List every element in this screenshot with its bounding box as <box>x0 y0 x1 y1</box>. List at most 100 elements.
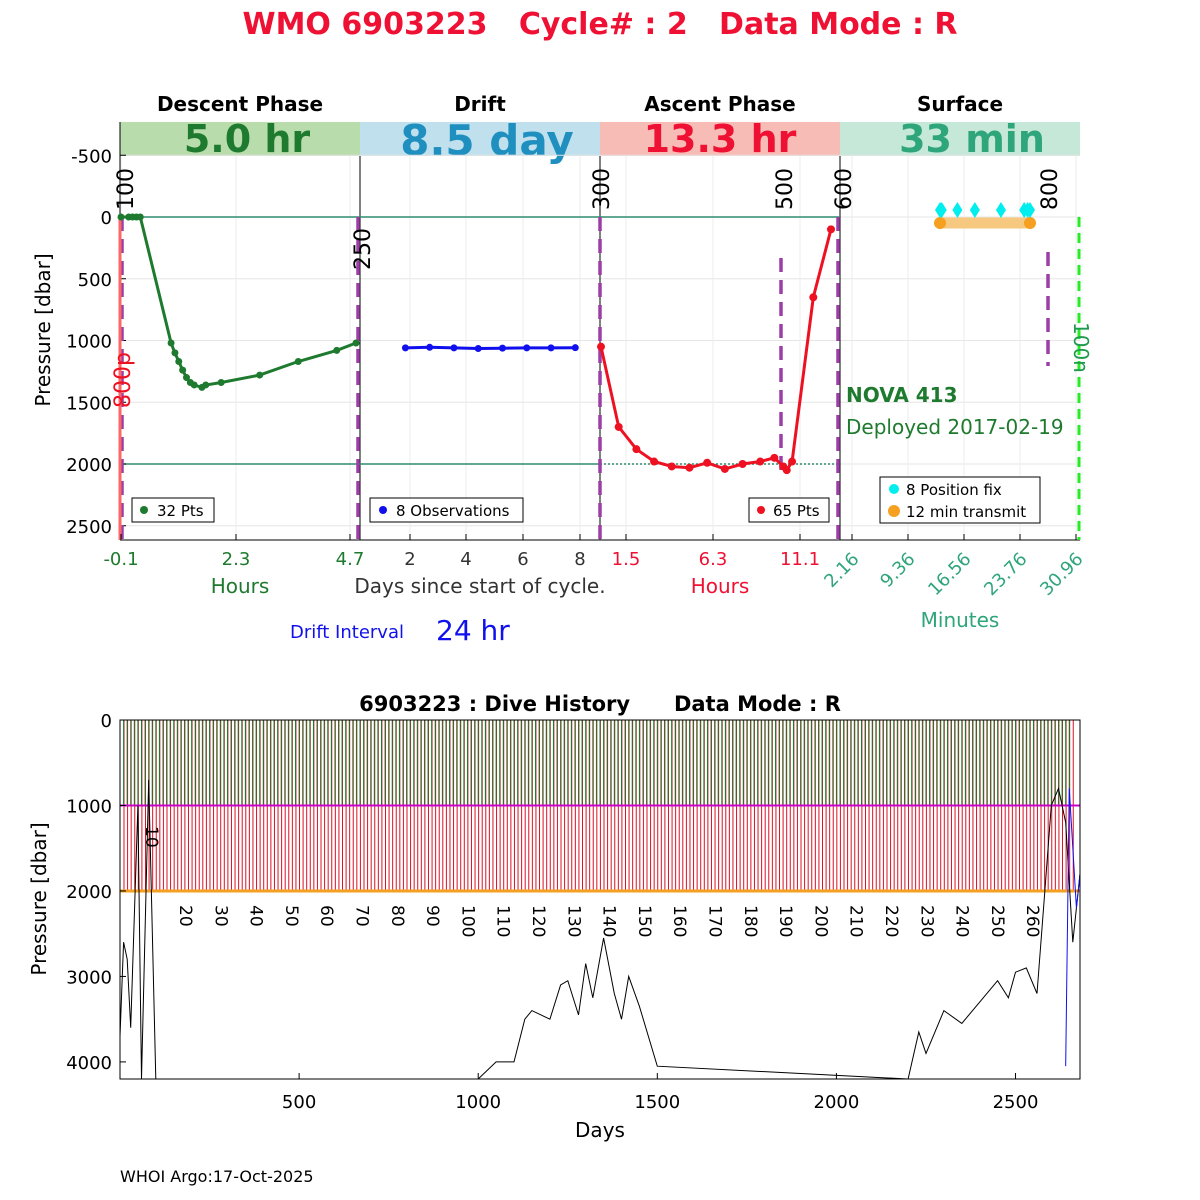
descent-plot <box>117 213 360 391</box>
cycle-label: 210 <box>846 905 866 937</box>
ascent-point <box>782 466 791 475</box>
history-ytick-label: 0 <box>101 711 112 732</box>
history-xtick-label: 2500 <box>993 1092 1039 1113</box>
descent-point <box>117 213 125 221</box>
cycle-label: 30 <box>210 905 230 927</box>
descent-point <box>171 349 179 357</box>
drift-point <box>498 344 506 352</box>
descent-point <box>136 213 144 221</box>
xtick-label: 8 <box>574 549 585 570</box>
transmit-point <box>934 217 946 229</box>
legend-drift-marker <box>379 506 387 514</box>
legend-descent-text: 32 Pts <box>157 502 204 520</box>
descent-xlabel: Hours <box>211 574 270 598</box>
surface-xlabel: Minutes <box>921 608 1000 632</box>
drift-point <box>426 343 434 351</box>
phase-surface-name: Surface <box>917 92 1003 116</box>
ascent-point <box>703 458 712 467</box>
drift-point <box>450 344 458 352</box>
descent-point <box>202 381 210 389</box>
history-ylabel: Pressure [dbar] <box>27 822 51 975</box>
marker-label-800: 800 <box>1038 168 1063 210</box>
position-fix-point <box>936 202 947 218</box>
float-name: NOVA 413 <box>846 383 958 407</box>
legend-ascent-text: 65 Pts <box>773 502 820 520</box>
history-ytick-label: 4000 <box>66 1053 112 1074</box>
marker-label-250: 250 <box>351 228 376 270</box>
cycle-label: 230 <box>916 905 936 937</box>
cycle-label: 120 <box>528 905 548 937</box>
xtick-label: 30.96 <box>1036 549 1087 600</box>
legend-transmit-marker <box>888 505 900 517</box>
history-frame <box>119 719 1081 1080</box>
phase-surface-duration: 33 min <box>899 117 1045 161</box>
xtick-label: 4.7 <box>336 549 365 570</box>
ascent-point <box>770 453 779 462</box>
ascent-point <box>720 464 729 473</box>
cycle-label: 130 <box>563 905 583 937</box>
ascent-point <box>827 225 835 234</box>
cycle-label: 160 <box>669 905 689 937</box>
descent-point <box>217 378 225 386</box>
phase-descent-name: Descent Phase <box>157 92 323 116</box>
phase-ascent-band <box>600 122 840 156</box>
descent-point <box>352 339 360 347</box>
descent-point <box>333 346 341 354</box>
drift-point <box>401 344 409 352</box>
phase-ascent-name: Ascent Phase <box>644 92 795 116</box>
ytick-label: 2500 <box>66 517 112 538</box>
phase-descent-duration: 5.0 hr <box>184 117 311 161</box>
cycle-label: 240 <box>952 905 972 937</box>
phase-drift-band <box>360 122 600 156</box>
side-label-100n: 100n <box>1069 322 1093 373</box>
ascent-point <box>738 460 747 468</box>
phase-drift-duration: 8.5 day <box>400 116 574 165</box>
ytick-label: 1500 <box>66 393 112 414</box>
cycle-label: 10 <box>141 826 161 848</box>
ytick-label: 500 <box>78 270 112 291</box>
cycle-label: 90 <box>422 905 442 927</box>
ytick-label: -500 <box>71 146 112 167</box>
cycle-label: 100 <box>457 905 477 937</box>
legend-ascent: 65 Pts <box>748 497 830 523</box>
history-xtick-label: 1000 <box>455 1092 501 1113</box>
cycle-label: 220 <box>881 905 901 937</box>
descent-point <box>175 357 183 365</box>
cycle-label: 40 <box>246 905 266 927</box>
drift-interval-label: Drift Interval <box>290 622 404 643</box>
cycle-xlabel: Days since start of cycle. <box>354 574 605 598</box>
cycle-label: 190 <box>775 905 795 937</box>
phase-drift-name: Drift <box>454 92 506 116</box>
end-trace-line <box>1065 788 1081 1067</box>
cycle-label: 140 <box>599 905 619 937</box>
ascent-point <box>667 462 676 471</box>
ascent-point <box>614 422 623 431</box>
cycle-label: 20 <box>175 905 195 927</box>
cycle-label: 70 <box>352 905 372 927</box>
transmit-point <box>1024 217 1036 229</box>
xtick-label: 6 <box>517 549 528 570</box>
descent-line <box>121 215 357 390</box>
ascent-point <box>809 293 818 302</box>
xtick-label: 11.1 <box>780 549 820 570</box>
drift-plot <box>401 343 579 353</box>
legend-fix-text: 8 Position fix <box>906 481 1002 499</box>
legend-drift-text: 8 Observations <box>396 502 510 520</box>
ascent-point <box>632 445 641 454</box>
history-xtick-label: 2000 <box>814 1092 860 1113</box>
descent-point <box>256 371 264 379</box>
marker-label-500: 500 <box>773 168 798 210</box>
cycle-label: 110 <box>493 905 513 937</box>
cycle-label: 180 <box>740 905 760 937</box>
legend-transmit-text: 12 min transmit <box>906 503 1026 521</box>
cycle-label: 60 <box>316 905 336 927</box>
ascent-plot <box>597 225 835 475</box>
surface-plot <box>934 202 1036 229</box>
legend-fix-marker <box>889 484 899 494</box>
ascent-point <box>788 457 797 466</box>
ascent-point <box>650 457 659 466</box>
ascent-xlabel: Hours <box>691 574 750 598</box>
legend-ascent-marker <box>757 506 765 514</box>
xtick-label: 6.3 <box>699 549 728 570</box>
